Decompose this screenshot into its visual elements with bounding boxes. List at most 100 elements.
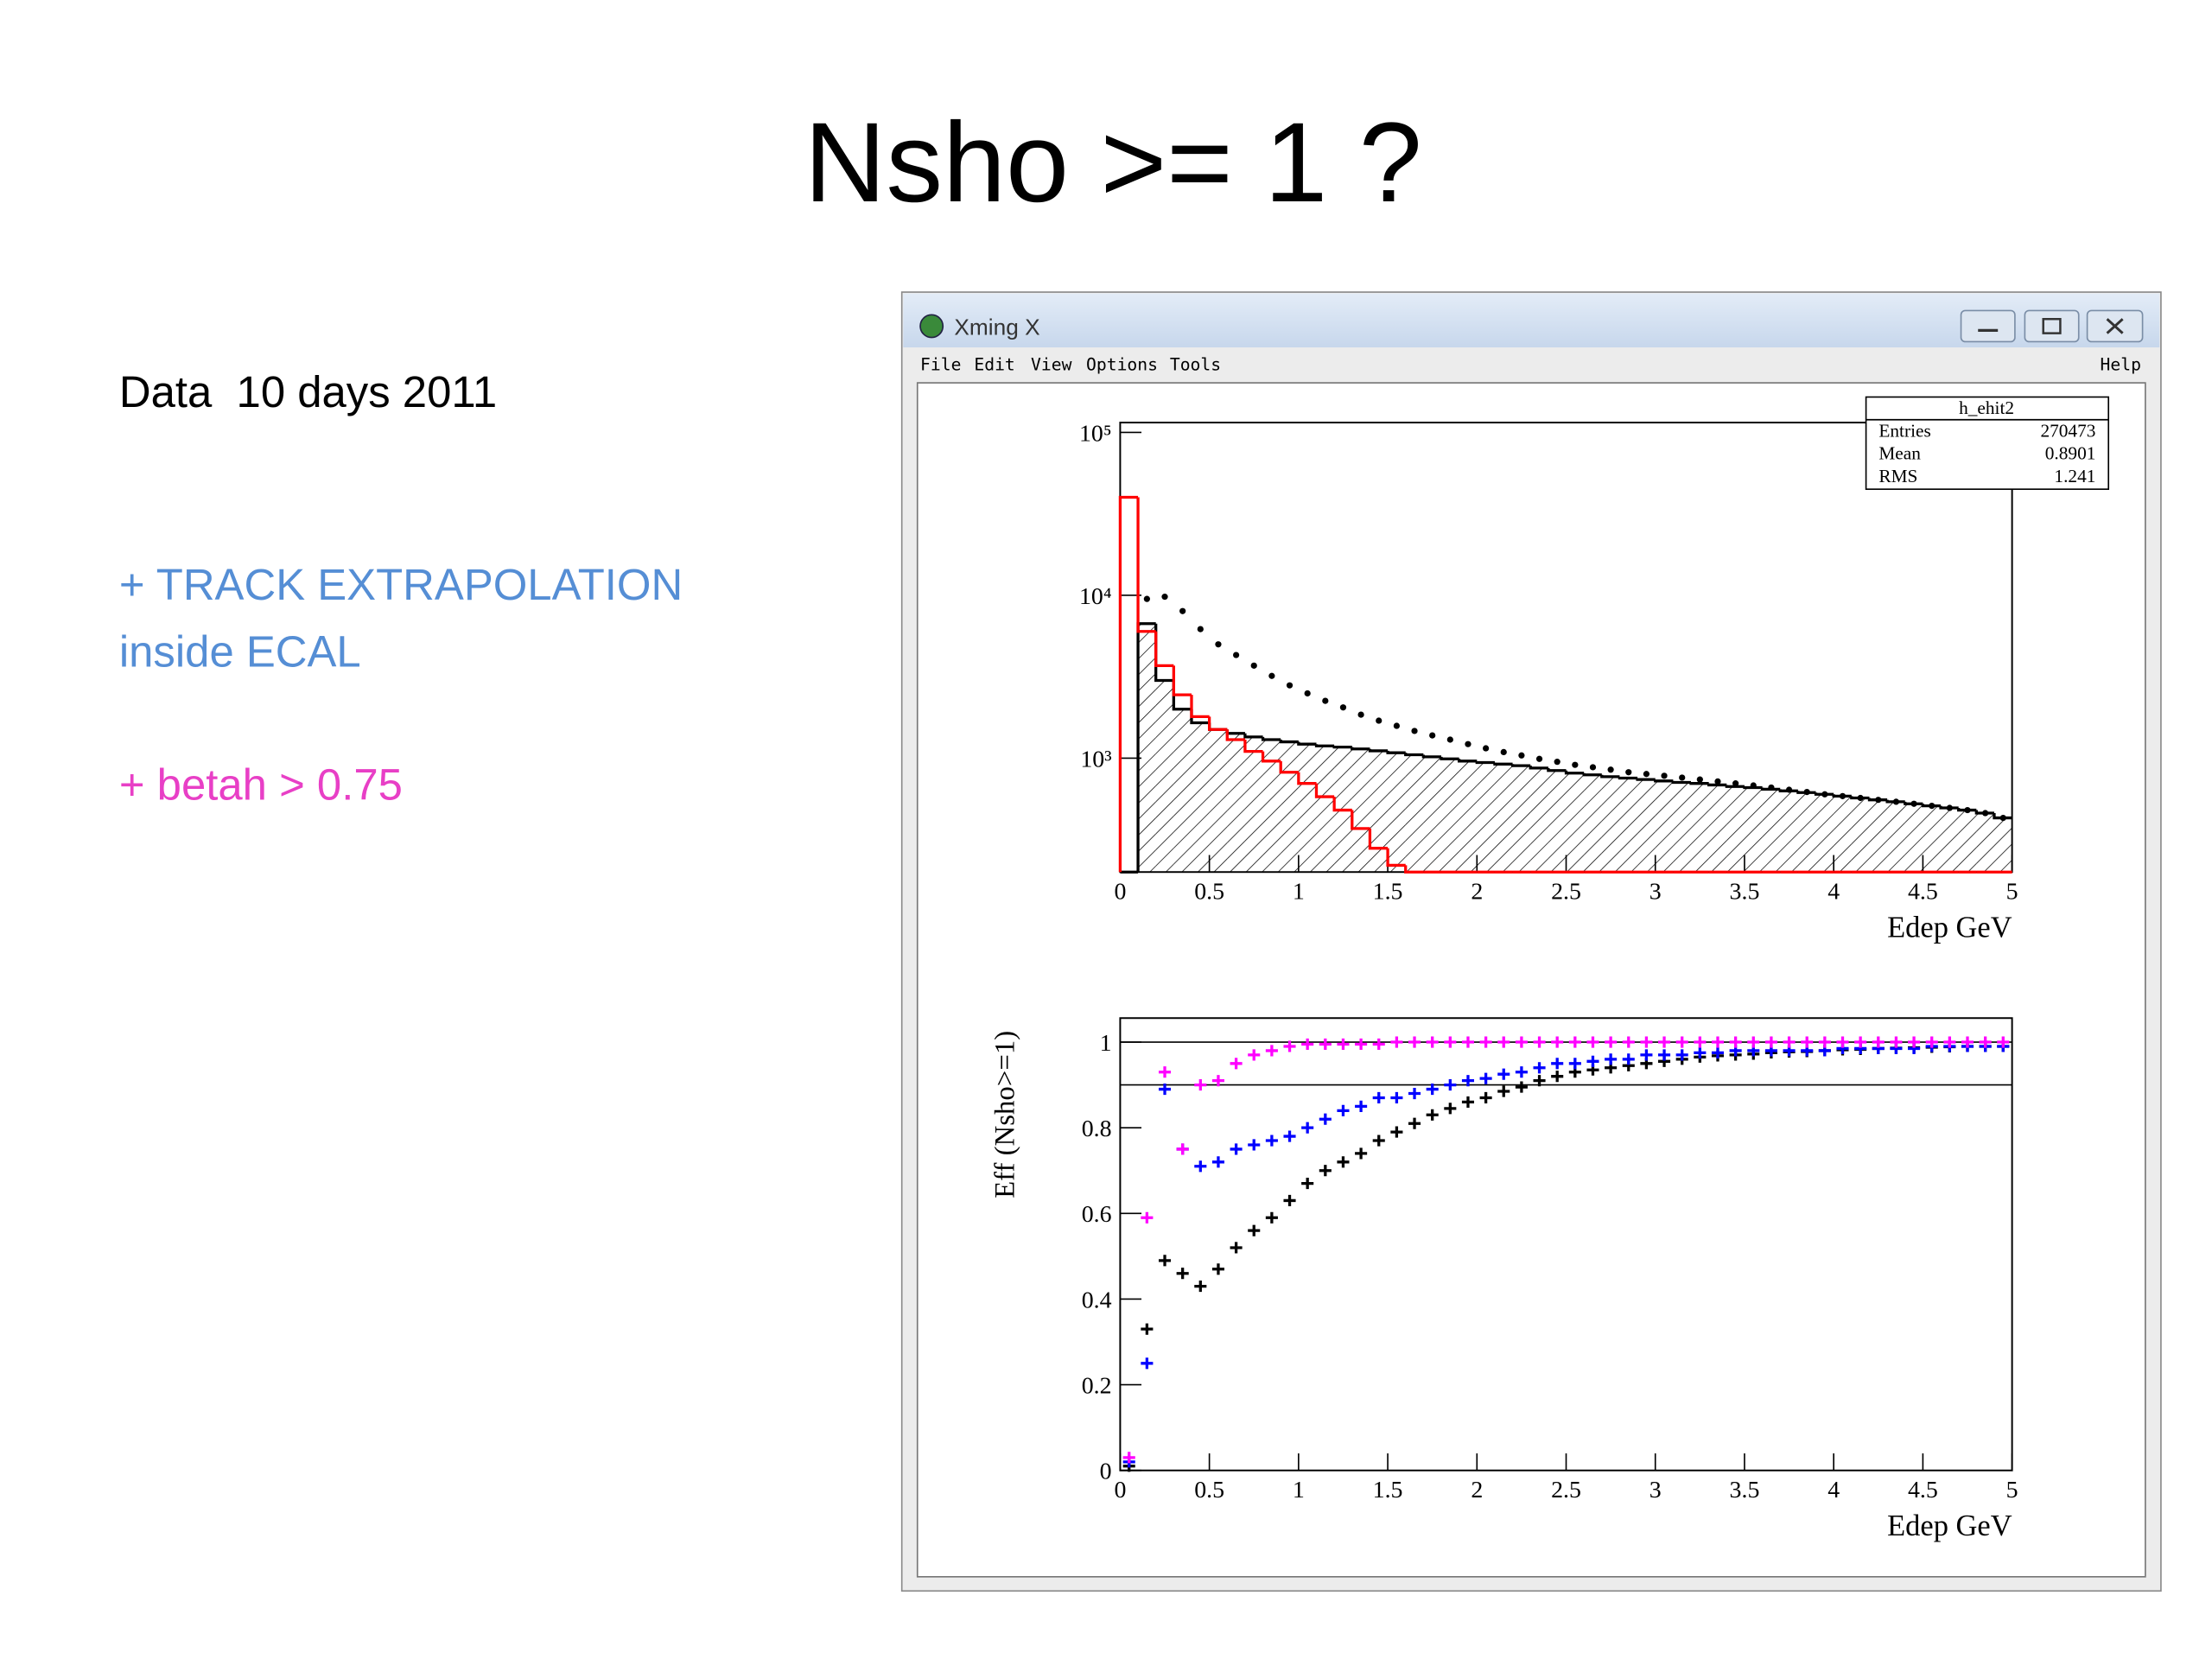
hatched-bin bbox=[1530, 767, 1548, 873]
x-tick-label: 2.5 bbox=[1551, 1477, 1581, 1503]
efficiency-point bbox=[1586, 1055, 1599, 1067]
data-point bbox=[1661, 772, 1668, 779]
efficiency-point bbox=[1444, 1079, 1457, 1091]
hatched-bin bbox=[1191, 722, 1210, 873]
histogram-step bbox=[1600, 774, 1620, 779]
efficiency-point bbox=[1337, 1156, 1350, 1168]
efficiency-point bbox=[1551, 1071, 1564, 1083]
data-point bbox=[1393, 722, 1401, 729]
histogram-step bbox=[1636, 778, 1656, 781]
data-point bbox=[1554, 759, 1560, 766]
data-point bbox=[1446, 736, 1453, 743]
efficiency-point bbox=[1461, 1096, 1475, 1108]
data-point bbox=[1304, 690, 1311, 697]
efficiency-point bbox=[1461, 1075, 1475, 1087]
x-tick-label: 4.5 bbox=[1908, 1477, 1938, 1503]
histogram-step bbox=[1760, 787, 1781, 791]
title-bar bbox=[903, 293, 2160, 348]
hatched-bin bbox=[1691, 783, 1709, 873]
efficiency-point bbox=[1568, 1058, 1581, 1070]
efficiency-point bbox=[1283, 1130, 1296, 1142]
efficiency-point bbox=[1211, 1156, 1224, 1168]
histogram-step bbox=[1493, 762, 1513, 766]
efficiency-point bbox=[1211, 1075, 1224, 1087]
efficiency-point bbox=[1622, 1036, 1635, 1048]
efficiency-point bbox=[1497, 1036, 1510, 1048]
x-tick-label: 0.5 bbox=[1194, 1477, 1224, 1503]
hatched-bin bbox=[1138, 623, 1156, 873]
menu-help[interactable]: Help bbox=[2101, 354, 2141, 374]
histogram-step bbox=[1332, 745, 1352, 749]
efficiency-point bbox=[1997, 1036, 2010, 1048]
efficiency-point bbox=[1194, 1079, 1207, 1091]
efficiency-point bbox=[1461, 1036, 1475, 1048]
efficiency-point bbox=[1818, 1036, 1831, 1048]
menu-item[interactable]: File bbox=[920, 354, 961, 374]
efficiency-point bbox=[1479, 1036, 1492, 1048]
data-point bbox=[1161, 594, 1168, 601]
data-point bbox=[1232, 652, 1240, 658]
efficiency-point bbox=[1979, 1036, 1992, 1048]
efficiency-point bbox=[1605, 1053, 1618, 1065]
data-point bbox=[1143, 595, 1150, 602]
histogram-step bbox=[1404, 753, 1424, 757]
hatched-bin bbox=[1512, 766, 1531, 873]
data-point bbox=[1982, 810, 1989, 817]
efficiency-point bbox=[1515, 1036, 1528, 1048]
efficiency-point bbox=[1283, 1040, 1296, 1052]
efficiency-point bbox=[1872, 1036, 1885, 1048]
x-tick-label: 1.5 bbox=[1373, 1477, 1403, 1503]
hatched-bin bbox=[1869, 799, 1888, 873]
histogram-step bbox=[1154, 631, 1174, 668]
efficiency-point bbox=[1158, 1083, 1172, 1096]
efficiency-point bbox=[1568, 1036, 1581, 1048]
hatched-bin bbox=[1958, 810, 1977, 873]
x-tick-label: 5 bbox=[2006, 1477, 2018, 1503]
x-tick-label: 1.5 bbox=[1373, 878, 1403, 905]
efficiency-point bbox=[1194, 1160, 1207, 1173]
efficiency-point bbox=[1141, 1357, 1154, 1370]
hatched-bin bbox=[1601, 776, 1620, 873]
minimize-button[interactable] bbox=[1960, 309, 2016, 343]
data-point bbox=[1999, 814, 2006, 822]
hatched-bin bbox=[1173, 709, 1192, 873]
menu-item[interactable]: View bbox=[1031, 354, 1072, 374]
hatched-bin bbox=[1708, 785, 1727, 873]
hatched-bin bbox=[1923, 805, 1942, 873]
data-point bbox=[1946, 804, 1953, 811]
data-point bbox=[1679, 774, 1686, 781]
window-icon bbox=[919, 314, 944, 339]
efficiency-point bbox=[1854, 1036, 1867, 1048]
menu-item[interactable]: Options bbox=[1086, 354, 1158, 374]
data-point bbox=[1376, 717, 1382, 724]
data-point bbox=[1607, 766, 1614, 773]
efficiency-point bbox=[1497, 1068, 1510, 1080]
histogram-step bbox=[1707, 783, 1727, 787]
hatched-bin bbox=[1494, 764, 1513, 873]
x-tick-label: 0 bbox=[1114, 1477, 1126, 1503]
efficiency-point bbox=[1319, 1038, 1332, 1051]
hatched-bin bbox=[1993, 817, 2012, 873]
hatched-bin bbox=[1388, 753, 1406, 873]
stats-value: 270473 bbox=[2040, 420, 2095, 441]
histogram-step bbox=[1671, 780, 1692, 785]
data-point bbox=[1250, 662, 1257, 669]
menu-item[interactable]: Edit bbox=[974, 354, 1014, 374]
efficiency-point bbox=[1265, 1135, 1278, 1147]
menu-item[interactable]: Tools bbox=[1170, 354, 1221, 374]
data-point bbox=[1910, 800, 1917, 807]
y-tick-label: 0 bbox=[1100, 1459, 1112, 1485]
histogram-step bbox=[1314, 744, 1335, 747]
efficiency-point bbox=[1319, 1113, 1332, 1125]
x-tick-label: 1 bbox=[1293, 878, 1305, 905]
efficiency-point bbox=[1408, 1117, 1421, 1129]
efficiency-point bbox=[1497, 1085, 1510, 1097]
maximize-button[interactable] bbox=[2024, 309, 2080, 343]
hatched-bin bbox=[1637, 779, 1656, 873]
histogram-step bbox=[1778, 789, 1798, 792]
hatched-bin bbox=[1566, 772, 1585, 873]
histogram-step bbox=[1725, 785, 1745, 788]
y-tick-label: 0.6 bbox=[1082, 1201, 1112, 1228]
histogram-step bbox=[1261, 736, 1281, 741]
hatched-bin bbox=[1227, 733, 1245, 873]
